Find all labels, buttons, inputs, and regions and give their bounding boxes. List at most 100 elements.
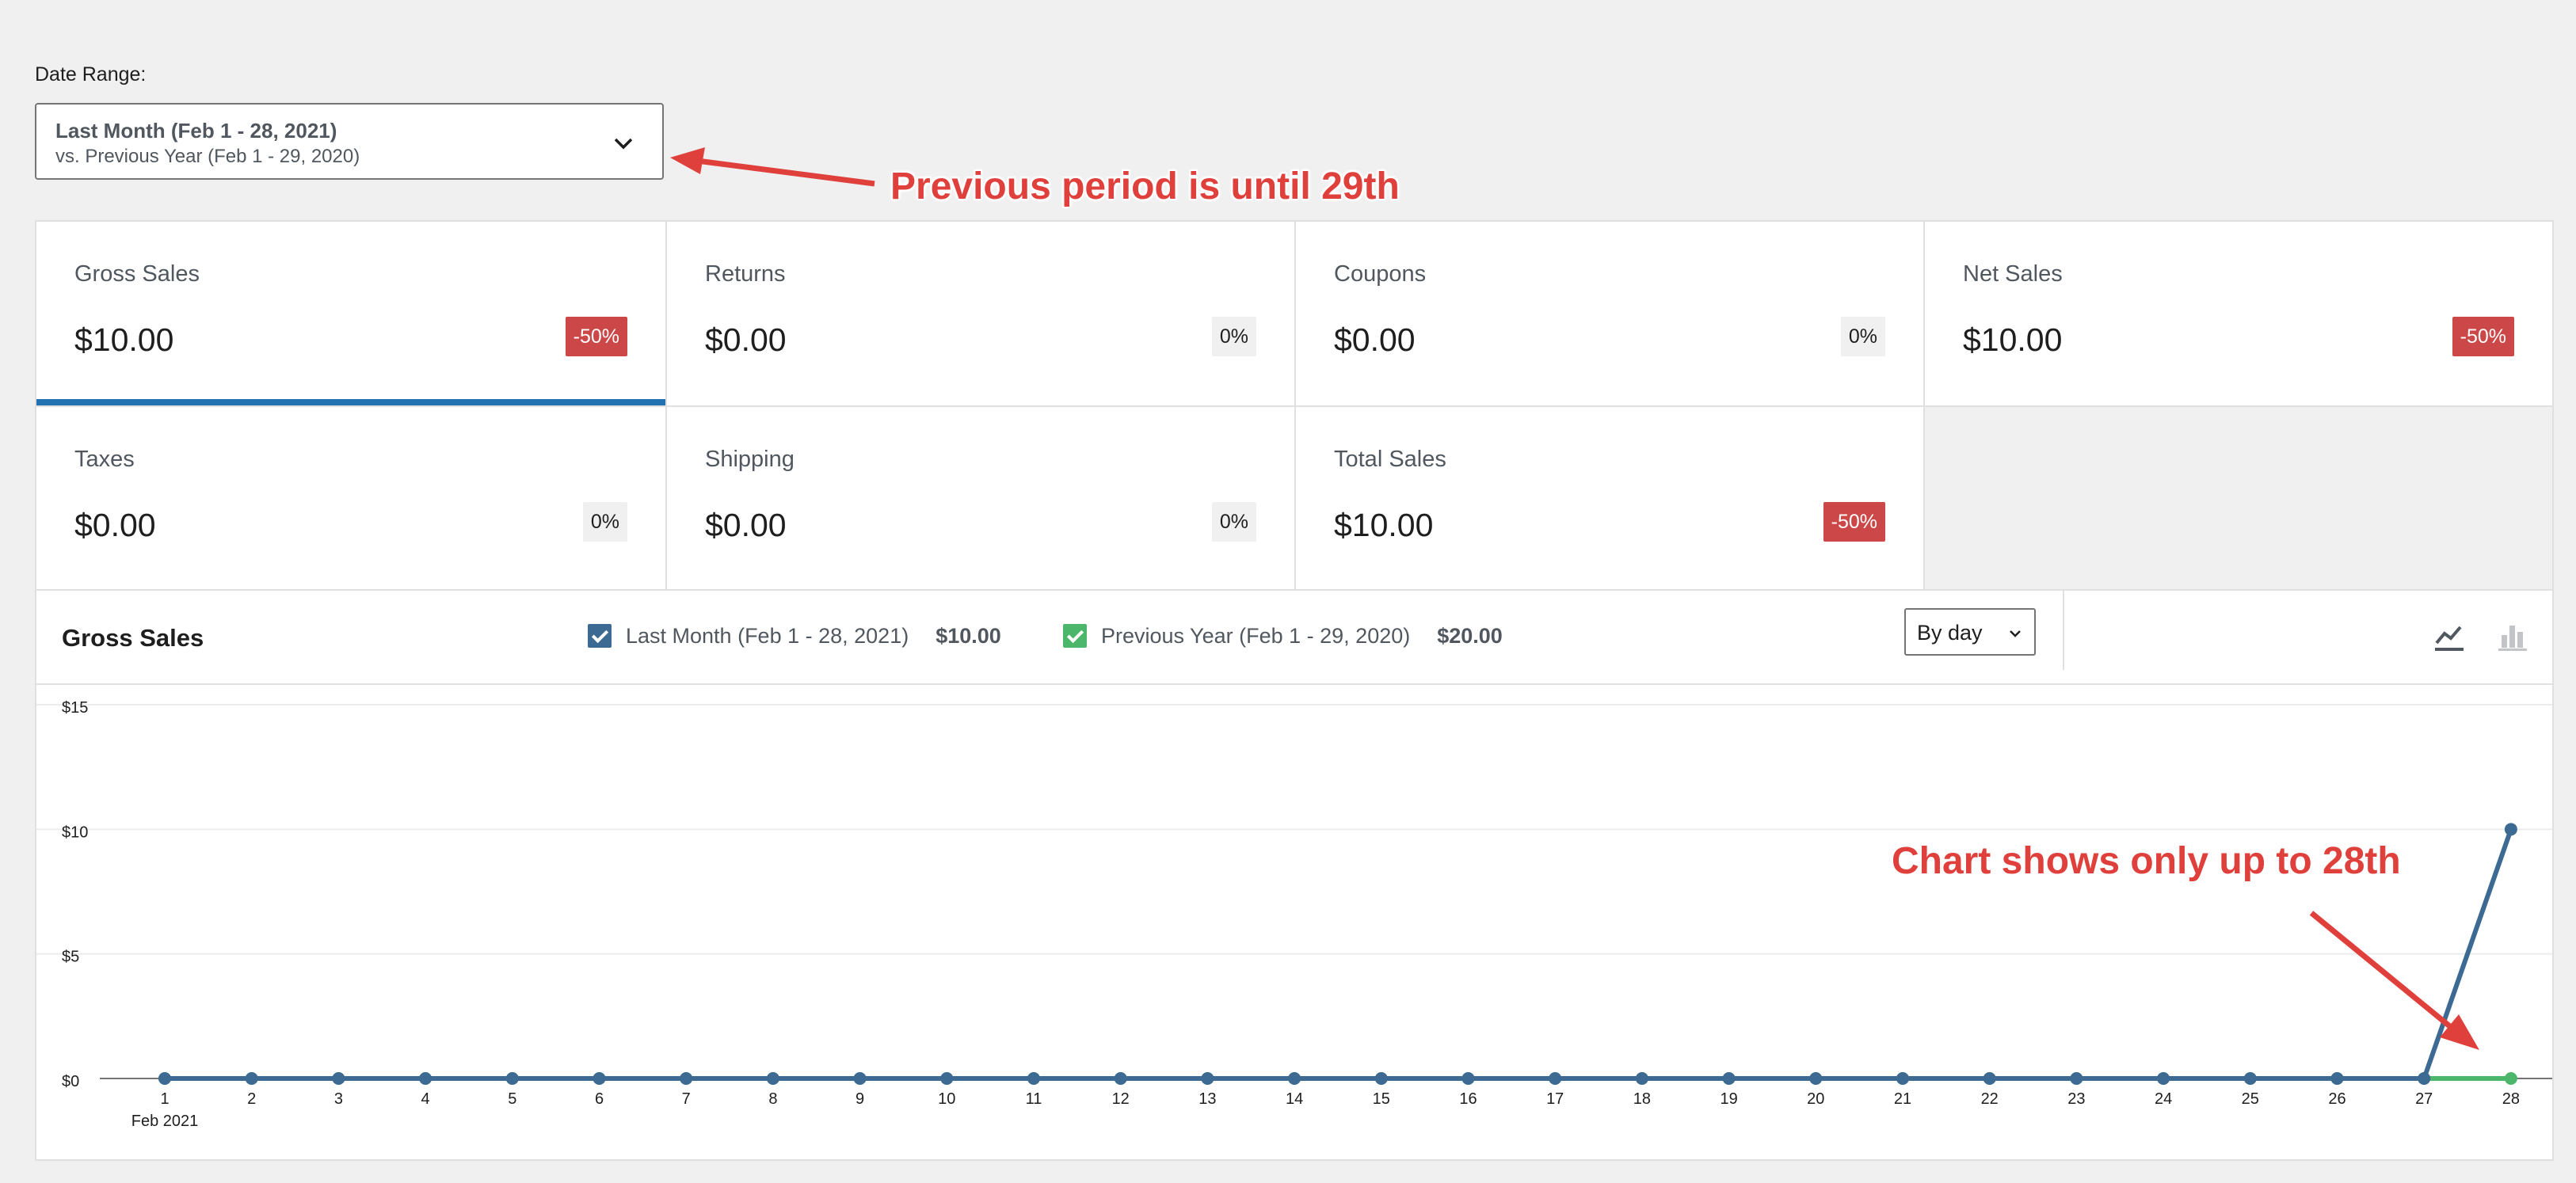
data-point <box>1809 1072 1823 1085</box>
x-tick-label: 8 <box>768 1090 777 1108</box>
data-point <box>505 1072 519 1085</box>
stat-shipping[interactable]: Shipping $0.00 0% <box>667 407 1294 589</box>
checkbox-checked-icon[interactable] <box>1063 624 1087 648</box>
data-point <box>1635 1072 1648 1085</box>
stat-label: Returns <box>705 261 786 287</box>
x-tick-label: 4 <box>421 1090 430 1108</box>
stat-delta-badge: 0% <box>1211 502 1256 542</box>
data-point <box>1201 1072 1214 1085</box>
x-tick-label: 10 <box>938 1090 955 1108</box>
stat-value: $10.00 <box>74 321 174 358</box>
chart-panel: Gross Sales Last Month (Feb 1 - 28, 2021… <box>35 591 2554 1161</box>
date-range-label: Date Range: <box>35 63 147 86</box>
stat-returns[interactable]: Returns $0.00 0% <box>667 222 1294 405</box>
x-tick-label: 21 <box>1894 1090 1911 1108</box>
data-point <box>158 1072 171 1085</box>
legend-item-last-month[interactable]: Last Month (Feb 1 - 28, 2021) $10.00 <box>588 624 1001 649</box>
data-point <box>2330 1072 2344 1085</box>
data-point <box>1549 1072 1562 1085</box>
stat-delta-badge: -50% <box>2452 317 2514 356</box>
checkbox-checked-icon[interactable] <box>588 624 612 648</box>
x-tick-label: 28 <box>2502 1090 2520 1108</box>
data-point <box>2504 1072 2517 1085</box>
chevron-down-icon <box>614 138 633 150</box>
stat-delta-badge: 0% <box>1840 317 1885 356</box>
series-line <box>165 828 2513 1081</box>
x-tick-label: 18 <box>1633 1090 1651 1108</box>
data-point <box>593 1072 606 1085</box>
stat-label: Total Sales <box>1334 447 1446 472</box>
stat-taxes[interactable]: Taxes $0.00 0% <box>36 407 665 589</box>
x-tick-label: 19 <box>1720 1090 1737 1108</box>
data-point <box>2504 823 2517 836</box>
x-tick-label: 23 <box>2067 1090 2085 1108</box>
x-tick-label: 6 <box>595 1090 604 1108</box>
x-tick-label: 1 <box>160 1090 169 1108</box>
stat-label: Taxes <box>74 447 135 472</box>
data-point <box>2157 1072 2170 1085</box>
data-point <box>1722 1072 1736 1085</box>
y-tick-label: $10 <box>62 824 88 841</box>
x-tick-label: 13 <box>1198 1090 1216 1108</box>
annotation-arrow-top <box>670 147 875 187</box>
data-point <box>245 1072 258 1085</box>
stat-delta-badge: 0% <box>582 502 627 542</box>
interval-value: By day <box>1917 621 1983 645</box>
date-range-selector[interactable]: Last Month (Feb 1 - 28, 2021) vs. Previo… <box>35 103 664 180</box>
stat-label: Shipping <box>705 447 795 472</box>
data-point <box>1374 1072 1388 1085</box>
stat-value: $0.00 <box>1334 321 1416 358</box>
data-point <box>1288 1072 1301 1085</box>
stat-coupons[interactable]: Coupons $0.00 0% <box>1296 222 1923 405</box>
chart-header: Gross Sales Last Month (Feb 1 - 28, 2021… <box>36 591 2552 685</box>
stat-label: Gross Sales <box>74 261 200 287</box>
y-tick-label: $0 <box>62 1073 79 1090</box>
stat-label: Coupons <box>1334 261 1427 287</box>
legend-total: $20.00 <box>1437 624 1503 648</box>
date-range-primary: Last Month (Feb 1 - 28, 2021) <box>55 119 337 143</box>
stat-empty-cell <box>1925 407 2552 589</box>
stat-value: $0.00 <box>74 507 156 543</box>
annotation-text-chart: Chart shows only up to 28th <box>1892 840 2401 882</box>
data-point <box>2070 1072 2083 1085</box>
gross-sales-line-chart: $15$10$5$01 2 3 4 5 6 7 8 9 10 11 12 13 14 15 16 17 18 19 2… <box>36 699 2552 1130</box>
x-tick-label: 3 <box>334 1090 343 1108</box>
data-point <box>680 1072 693 1085</box>
interval-select[interactable]: By day <box>1904 608 2036 656</box>
data-point <box>940 1072 954 1085</box>
x-tick-label: 22 <box>1981 1090 1999 1108</box>
y-tick-label: $5 <box>62 949 79 966</box>
data-point <box>1114 1072 1127 1085</box>
legend-label: Previous Year (Feb 1 - 29, 2020) <box>1101 624 1411 648</box>
legend-total: $10.00 <box>936 624 1001 648</box>
data-point <box>419 1072 433 1085</box>
data-point <box>1027 1072 1040 1085</box>
bar-chart-icon[interactable] <box>2495 619 2530 654</box>
data-point <box>766 1072 779 1085</box>
legend-label: Last Month (Feb 1 - 28, 2021) <box>626 624 909 648</box>
stat-delta-badge: -50% <box>1823 502 1885 542</box>
stat-net-sales[interactable]: Net Sales $10.00 -50% <box>1925 222 2552 405</box>
stat-total-sales[interactable]: Total Sales $10.00 -50% <box>1296 407 1923 589</box>
data-point <box>2418 1072 2431 1085</box>
data-point <box>1896 1072 1909 1085</box>
data-point <box>2243 1072 2257 1085</box>
stat-value: $0.00 <box>705 321 787 358</box>
x-tick-label: 27 <box>2415 1090 2433 1108</box>
line-chart-icon[interactable] <box>2432 619 2467 654</box>
stat-value: $0.00 <box>705 507 787 543</box>
stat-delta-badge: -50% <box>565 317 627 356</box>
x-tick-label: 5 <box>508 1090 516 1108</box>
stat-gross-sales[interactable]: Gross Sales $10.00 -50% <box>36 222 665 405</box>
x-tick-label: 2 <box>247 1090 256 1108</box>
summary-stats: Gross Sales $10.00 -50% Returns $0.00 0%… <box>35 220 2554 591</box>
annotation-text-top: Previous period is until 29th <box>890 165 1400 207</box>
x-tick-label: 11 <box>1026 1090 1042 1108</box>
chart-title: Gross Sales <box>62 624 204 652</box>
stat-value: $10.00 <box>1963 321 2063 358</box>
data-point <box>1461 1072 1475 1085</box>
x-tick-label: 9 <box>855 1090 864 1108</box>
x-tick-label: 15 <box>1373 1090 1390 1108</box>
legend-item-previous-year[interactable]: Previous Year (Feb 1 - 29, 2020) $20.00 <box>1063 624 1503 649</box>
stat-value: $10.00 <box>1334 507 1434 543</box>
